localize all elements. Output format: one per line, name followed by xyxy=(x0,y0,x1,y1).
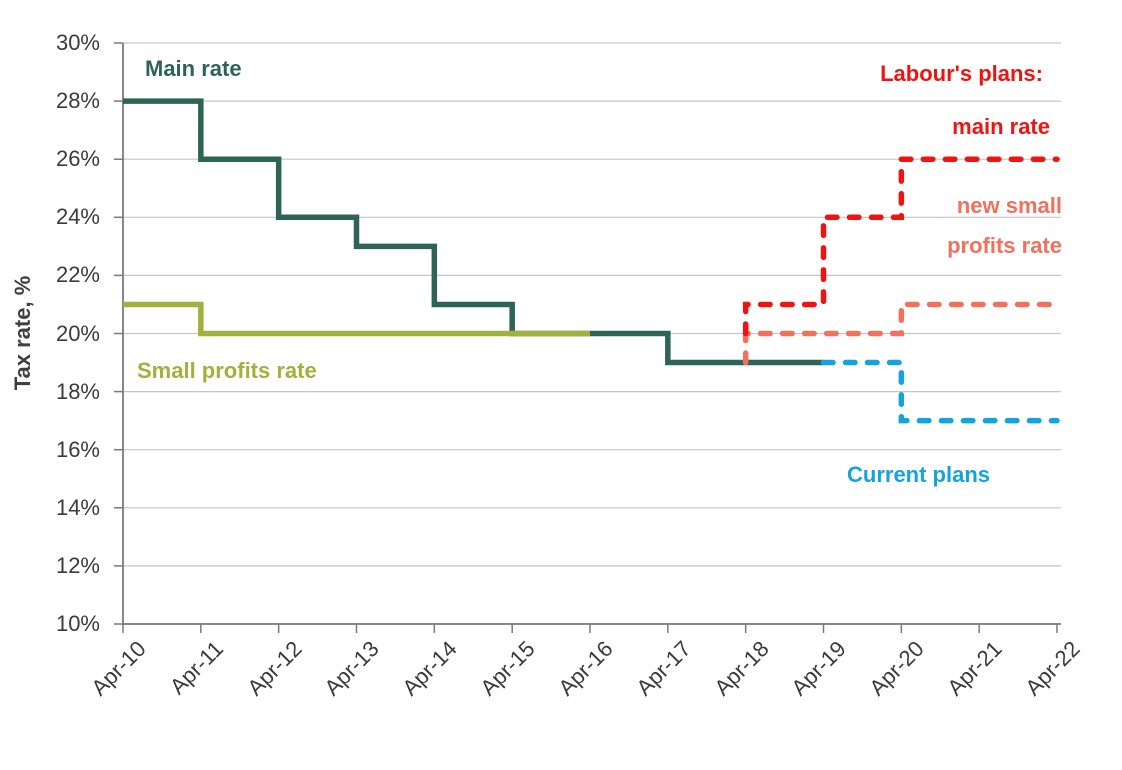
annotation-line: new small xyxy=(956,193,1062,218)
annotation-line: profits rate xyxy=(947,233,1062,258)
annotation-small-profits-rate: Small profits rate xyxy=(137,358,317,383)
series-labour-s-plans-main-rate xyxy=(742,156,1060,337)
y-tick-label: 28% xyxy=(55,88,100,114)
y-tick-label: 30% xyxy=(55,30,100,55)
annotation-labour-main-rate: main rate xyxy=(952,114,1050,139)
annotation-main-rate: Main rate xyxy=(145,56,242,81)
annotation-labour-plans: Labour's plans: xyxy=(880,61,1043,86)
annotation-current-plans: Current plans xyxy=(847,462,991,487)
y-tick-label: 24% xyxy=(55,204,100,230)
series-labour-s-plans-new-small-profits-rate xyxy=(742,301,1060,366)
y-tick-label: 16% xyxy=(55,436,100,462)
y-tick-label: 12% xyxy=(55,552,100,578)
y-tick-label: 10% xyxy=(55,611,100,636)
y-tick-label: 22% xyxy=(55,262,100,288)
series-main-rate xyxy=(123,98,824,366)
y-tick-label: 20% xyxy=(55,320,100,346)
annotation-labour-small-profits: new small profits rate xyxy=(947,186,1062,266)
series-small-profits-rate xyxy=(123,301,590,337)
y-tick-label: 18% xyxy=(55,378,100,404)
y-tick-label: 26% xyxy=(55,146,100,172)
y-tick-label: 14% xyxy=(55,494,100,520)
